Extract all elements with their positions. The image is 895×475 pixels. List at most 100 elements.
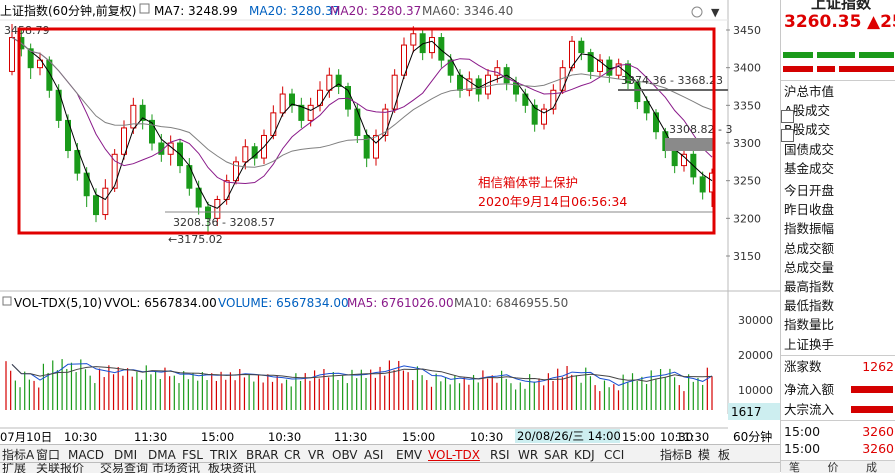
bottom-tab-4[interactable]: 板块资讯 bbox=[208, 462, 257, 473]
cursor-time-label: 20/08/26/三 14:00 bbox=[517, 429, 621, 443]
price-tick: 3450 bbox=[733, 24, 761, 37]
tab-asi[interactable]: ASI bbox=[364, 448, 384, 462]
tick-value-1: 3260 bbox=[862, 424, 894, 439]
tab-sar[interactable]: SAR bbox=[544, 448, 569, 462]
tab-fsl[interactable]: FSL bbox=[182, 448, 203, 462]
candle-body bbox=[102, 187, 109, 216]
tab-wr[interactable]: WR bbox=[518, 448, 539, 462]
rise-count-value: 1262 bbox=[862, 359, 894, 374]
quote-field-label: 基金成交 bbox=[784, 160, 835, 176]
volume-ma-lines bbox=[11, 363, 713, 386]
ma7-line bbox=[11, 37, 713, 209]
expand-box-icon[interactable] bbox=[781, 110, 794, 123]
bottom-tab-0[interactable]: 扩展 bbox=[2, 462, 27, 473]
candle-body bbox=[242, 146, 249, 163]
candle-body bbox=[335, 74, 342, 87]
tick-time-2: 15:00 bbox=[784, 441, 821, 456]
candle-body bbox=[214, 199, 221, 219]
candle-body bbox=[494, 67, 501, 76]
big-inflow-bar bbox=[851, 406, 893, 413]
candle-body bbox=[391, 74, 398, 110]
tab--b[interactable]: 指标B bbox=[660, 448, 693, 462]
time-label: 10:30 bbox=[268, 430, 301, 444]
ma10-label: MA10: 6846955.50 bbox=[454, 296, 568, 310]
quote-field-label: 沪总市值 bbox=[784, 84, 835, 99]
volume-header: VOL-TDX(5,10) VVOL: 6567834.00 VOLUME: 6… bbox=[2, 296, 568, 310]
candle-body bbox=[205, 206, 211, 219]
quote-field-label: 指数量比 bbox=[784, 317, 835, 333]
index-name: 上证指数(60分钟,前复权) bbox=[0, 3, 136, 18]
price-tick: 3350 bbox=[733, 99, 761, 112]
tab-dmi[interactable]: DMI bbox=[114, 448, 138, 462]
overlay-note-line1: 相信箱体带上保护 bbox=[478, 175, 578, 190]
overlay-note-line2: 2020年9月14日06:56:34 bbox=[478, 194, 627, 209]
tab-dma[interactable]: DMA bbox=[148, 448, 176, 462]
range-mid-label: 3308.82 - 3 bbox=[669, 123, 732, 136]
tab-macd[interactable]: MACD bbox=[68, 448, 104, 462]
tab--a[interactable]: 指标A bbox=[2, 448, 35, 462]
candle-body bbox=[139, 104, 146, 121]
period-label[interactable]: 60分钟 bbox=[733, 429, 772, 444]
candle-body bbox=[653, 112, 659, 133]
settings-box-icon[interactable] bbox=[139, 3, 150, 14]
candle-body bbox=[671, 150, 678, 167]
footer-tab-3[interactable]: 成 bbox=[866, 461, 877, 474]
tab-cci[interactable]: CCI bbox=[604, 448, 625, 462]
bottom-tab-2[interactable]: 交易查询 bbox=[100, 462, 149, 473]
bottom-tab-1[interactable]: 关联报价 bbox=[36, 462, 85, 473]
time-label: 11:30 bbox=[676, 430, 709, 444]
tab--[interactable]: 窗口 bbox=[36, 448, 61, 462]
candle-body bbox=[541, 108, 547, 125]
add-icon[interactable] bbox=[691, 6, 703, 18]
volume-label: VOLUME: 6567834.00 bbox=[218, 296, 349, 310]
tab-rsi[interactable]: RSI bbox=[490, 448, 510, 462]
tab--[interactable]: 板 bbox=[718, 448, 731, 462]
tab-emv[interactable]: EMV bbox=[396, 448, 423, 462]
time-label: 15:00 bbox=[402, 430, 435, 444]
bottom-tab-3[interactable]: 市场资讯 bbox=[152, 462, 201, 473]
box-highlight bbox=[17, 27, 716, 235]
time-label: 11:30 bbox=[134, 430, 167, 444]
tab-vol-tdx[interactable]: VOL-TDX bbox=[428, 448, 480, 462]
candle-body bbox=[195, 187, 202, 208]
candle-body bbox=[578, 40, 585, 54]
tab-vr[interactable]: VR bbox=[308, 448, 325, 462]
quote-field-label: 国债成交 bbox=[784, 141, 835, 157]
candle-body bbox=[410, 33, 417, 46]
tab--[interactable]: 模 bbox=[698, 448, 711, 462]
volume-badge-bg bbox=[728, 403, 780, 420]
quote-field-label: A股成交 bbox=[784, 103, 831, 119]
volume-settings-icon[interactable] bbox=[2, 296, 12, 306]
collapse-icon[interactable]: ▼ bbox=[711, 6, 720, 19]
time-label: 11:30 bbox=[334, 430, 367, 444]
candle-body bbox=[27, 48, 34, 69]
candle-body bbox=[298, 104, 305, 121]
expand-box-icon[interactable] bbox=[781, 129, 794, 142]
ma20b-label: MA20: 3280.37 bbox=[330, 4, 421, 18]
bar-red-3 bbox=[839, 66, 894, 72]
candle-body bbox=[643, 101, 650, 114]
low-label: ←3175.02 bbox=[168, 233, 223, 246]
candle-body bbox=[606, 59, 613, 76]
quote-field-label: 指数振幅 bbox=[784, 221, 835, 237]
candle-body bbox=[597, 59, 603, 72]
footer-tab-2[interactable]: 价 bbox=[827, 461, 839, 474]
big-inflow-label: 大宗流入 bbox=[784, 402, 835, 417]
tick-value-2: 3260 bbox=[862, 441, 894, 456]
tab-kdj[interactable]: KDJ bbox=[574, 448, 595, 462]
tab-trix[interactable]: TRIX bbox=[210, 448, 238, 462]
tab-brar[interactable]: BRAR bbox=[246, 448, 279, 462]
candle-body bbox=[46, 59, 53, 91]
tab-obv[interactable]: OBV bbox=[332, 448, 358, 462]
bar-green-2 bbox=[817, 52, 855, 58]
price-tick: 3300 bbox=[733, 137, 761, 150]
tab-cr[interactable]: CR bbox=[284, 448, 301, 462]
footer-tab-1[interactable]: 笔 bbox=[789, 461, 800, 474]
chart-header: 上证指数(60分钟,前复权) MA7: 3248.99 MA20: 3280.3… bbox=[0, 3, 720, 19]
candle-body bbox=[457, 74, 463, 91]
ma20a-label: MA20: 3280.37 bbox=[249, 4, 340, 18]
candle-body bbox=[37, 59, 43, 69]
volume-tick: 30000 bbox=[738, 314, 773, 327]
bar-green-3 bbox=[859, 52, 894, 58]
kline-chart[interactable]: 上证指数(60分钟,前复权) MA7: 3248.99 MA20: 3280.3… bbox=[0, 0, 780, 472]
